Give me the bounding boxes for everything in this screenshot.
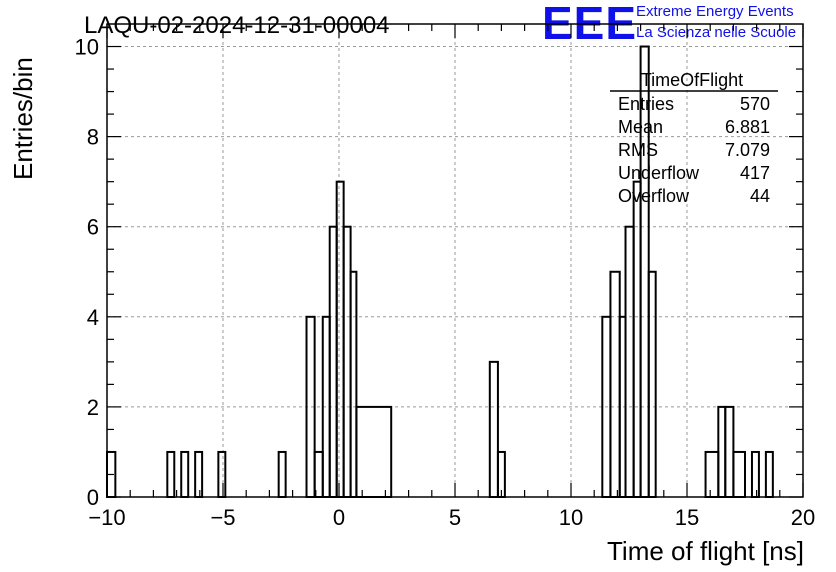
histogram-bin bbox=[724, 405, 735, 498]
histogram-bin bbox=[647, 270, 657, 498]
histogram-bin bbox=[717, 405, 727, 498]
histogram-bin bbox=[488, 360, 499, 498]
stats-value: 44 bbox=[750, 186, 770, 206]
histogram-bin bbox=[750, 450, 760, 499]
x-tick-label: 20 bbox=[791, 505, 815, 530]
y-tick-label: 8 bbox=[87, 125, 99, 150]
histogram-bin bbox=[335, 180, 345, 499]
x-tick-label: −10 bbox=[88, 505, 125, 530]
stats-value: 417 bbox=[740, 163, 770, 183]
x-tick-label: 15 bbox=[675, 505, 699, 530]
histogram-bin bbox=[624, 225, 635, 498]
y-tick-label: 0 bbox=[87, 485, 99, 510]
histogram-bin bbox=[639, 45, 650, 499]
eee-logo: EEE bbox=[542, 0, 638, 49]
x-tick-label: 5 bbox=[449, 505, 461, 530]
stats-value: 6.881 bbox=[725, 117, 770, 137]
y-tick-label: 6 bbox=[87, 215, 99, 240]
stats-value: 7.079 bbox=[725, 140, 770, 160]
stats-label: Entries bbox=[618, 94, 674, 114]
histogram-bin bbox=[632, 180, 642, 499]
x-tick-label: 0 bbox=[333, 505, 345, 530]
stats-label: RMS bbox=[618, 140, 658, 160]
histogram-bin bbox=[342, 225, 352, 498]
x-tick-label: −5 bbox=[210, 505, 235, 530]
histogram-bin bbox=[217, 450, 227, 499]
histogram-bin bbox=[704, 450, 720, 499]
y-tick-label: 4 bbox=[87, 305, 99, 330]
histogram-bin bbox=[166, 450, 176, 499]
stats-value: 570 bbox=[740, 94, 770, 114]
histogram-bin bbox=[277, 450, 287, 499]
stats-label: Overflow bbox=[618, 186, 690, 206]
histogram-bin bbox=[180, 450, 190, 499]
histogram-bin bbox=[764, 450, 774, 499]
stats-label: Mean bbox=[618, 117, 663, 137]
y-tick-label: 2 bbox=[87, 395, 99, 420]
histogram-bin bbox=[609, 270, 621, 498]
histogram-bin bbox=[355, 405, 393, 498]
stats-title: TimeOfFlight bbox=[641, 70, 743, 90]
x-axis-label: Time of flight [ns] bbox=[607, 536, 804, 566]
histogram-bin bbox=[328, 225, 338, 498]
y-tick-label: 10 bbox=[75, 35, 99, 60]
stats-label: Underflow bbox=[618, 163, 700, 183]
histogram-bin bbox=[732, 450, 747, 499]
histogram-bin bbox=[194, 450, 204, 499]
org-name-line1: Extreme Energy Events bbox=[636, 3, 794, 20]
x-tick-label: 10 bbox=[559, 505, 583, 530]
